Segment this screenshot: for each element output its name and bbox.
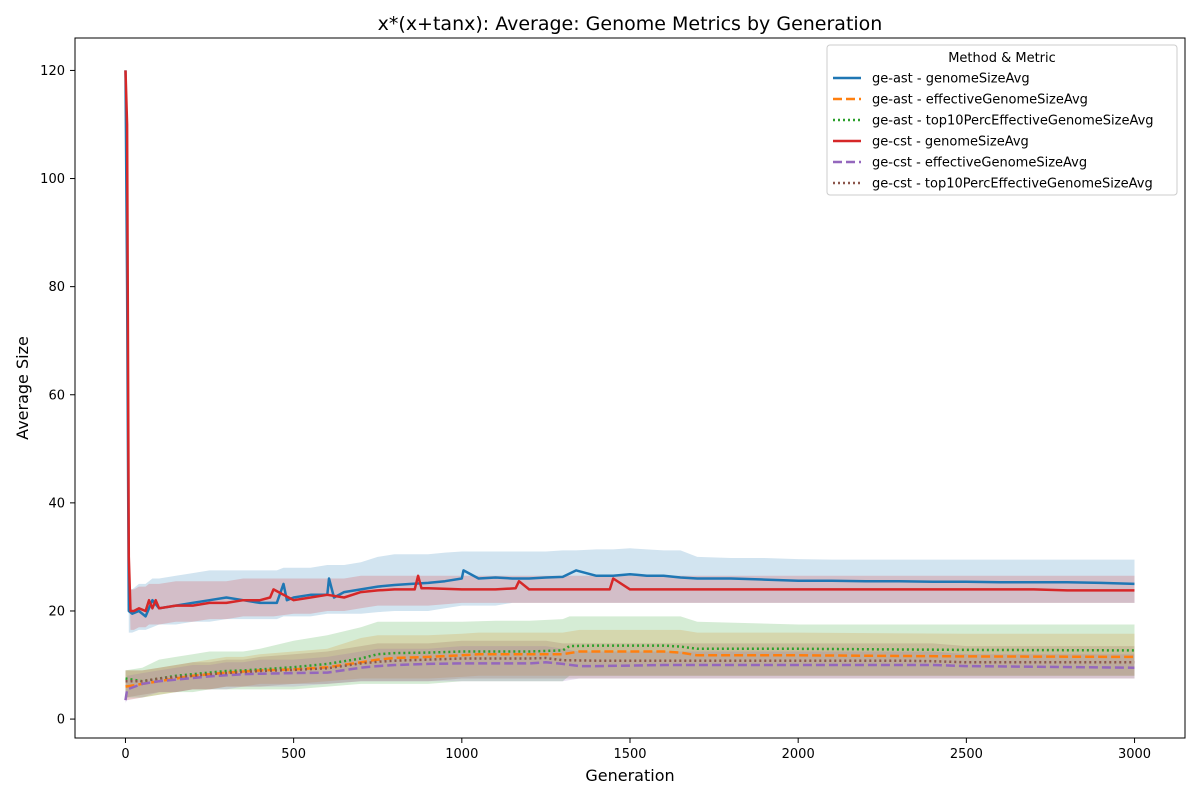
x-axis-ticks: 0 500 1000 1500 2000 2500 3000: [121, 738, 1151, 762]
chart-title: x*(x+tanx): Average: Genome Metrics by G…: [378, 13, 883, 35]
y-tick-label: 40: [48, 496, 65, 511]
y-tick-label: 0: [57, 713, 65, 728]
legend: Method & Metric ge-ast - genomeSizeAvgge…: [826, 44, 1178, 196]
band-series-1: [125, 70, 1135, 633]
y-tick-label: 60: [48, 388, 65, 403]
line-series-6: [125, 656, 1135, 683]
legend-label-3: ge-ast - top10PercEffectiveGenomeSizeAvg: [872, 114, 1154, 129]
legend-label-1: ge-ast - genomeSizeAvg: [872, 72, 1030, 87]
legend-title: Method & Metric: [948, 51, 1056, 66]
y-tick-label: 80: [48, 280, 65, 295]
legend-label-5: ge-cst - effectiveGenomeSizeAvg: [872, 156, 1087, 171]
legend-label-4: ge-cst - genomeSizeAvg: [872, 135, 1029, 150]
line-series-5: [124, 661, 1135, 701]
y-axis-ticks: 0 20 40 60 80 100 120: [40, 64, 75, 728]
y-tick-label: 120: [40, 64, 65, 79]
x-tick-label: 3000: [1118, 747, 1151, 762]
legend-box: [826, 44, 1178, 196]
line-series-1: [124, 70, 1135, 618]
legend-label-6: ge-cst - top10PercEffectiveGenomeSizeAvg: [872, 177, 1153, 192]
y-tick-label: 100: [40, 172, 65, 187]
legend-items: ge-ast - genomeSizeAvg ge-ast - effective…: [833, 72, 1154, 192]
x-tick-label: 0: [121, 747, 129, 762]
line-series-2: [125, 650, 1135, 688]
x-axis-label: Generation: [585, 766, 674, 785]
y-axis-label: Average Size: [13, 336, 32, 440]
y-tick-label: 20: [48, 604, 65, 619]
x-tick-label: 1500: [613, 747, 646, 762]
series-lines: [124, 70, 1135, 701]
x-tick-label: 2500: [950, 747, 983, 762]
legend-label-2: ge-ast - effectiveGenomeSizeAvg: [872, 93, 1088, 108]
x-tick-label: 2000: [782, 747, 815, 762]
x-tick-label: 1000: [445, 747, 478, 762]
line-series-4: [124, 70, 1135, 613]
line-series-3: [125, 644, 1135, 683]
band-series-2: [125, 629, 1135, 701]
x-tick-label: 500: [281, 747, 306, 762]
band-series-3: [125, 616, 1135, 698]
